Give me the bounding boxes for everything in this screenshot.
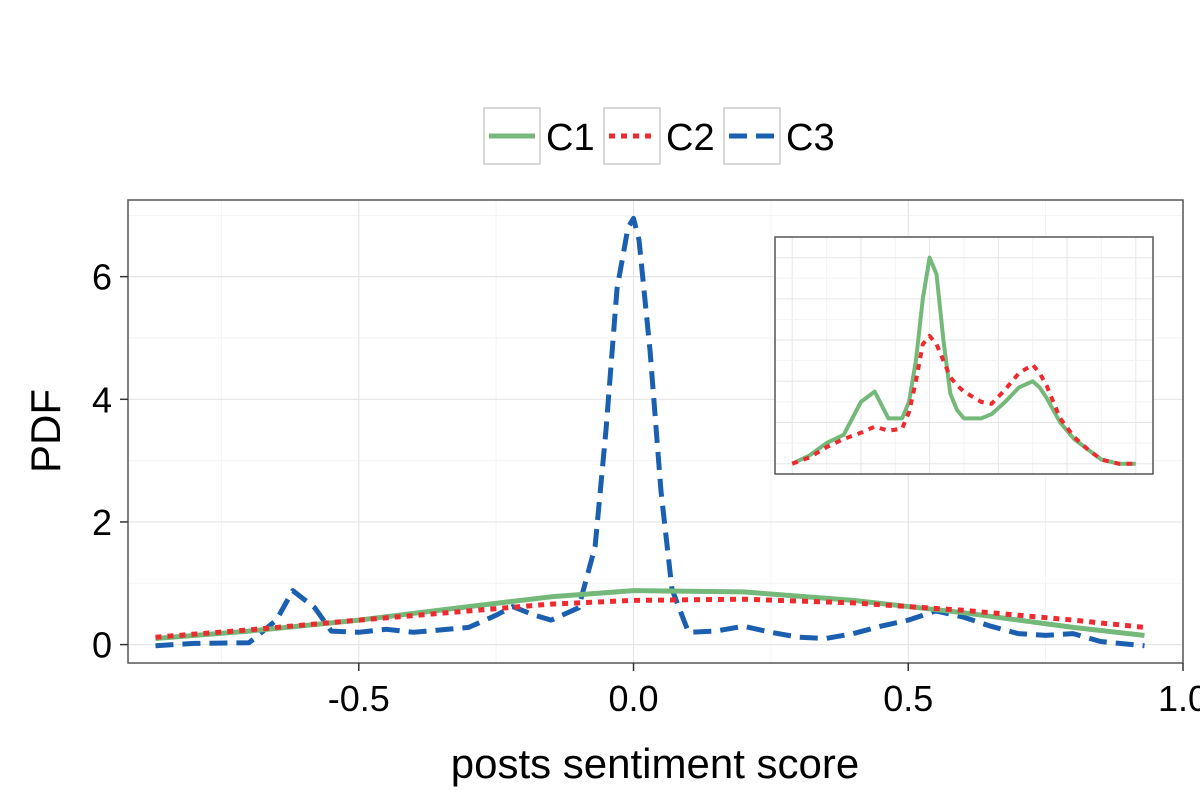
legend-label-c2: C2: [666, 117, 715, 159]
y-tick-label: 2: [92, 502, 112, 543]
plot-border: [127, 199, 1184, 664]
x-tick-label: -0.5: [328, 678, 390, 719]
inset-series-line-c1: [791, 255, 1136, 466]
main-grid: [128, 200, 1184, 663]
x-tick-label: 0.5: [883, 678, 933, 719]
series-line-c1: [155, 588, 1145, 641]
inset-series-line-c2: [791, 333, 1136, 466]
legend-label-c1: C1: [546, 117, 595, 159]
legend-item-c1: C1: [483, 107, 595, 165]
inset-series-group: [791, 255, 1136, 466]
y-axis-title: PDF: [22, 389, 69, 473]
y-tick-label: 4: [92, 379, 112, 420]
inset-plot-area: [774, 236, 1154, 475]
y-tick-label: 6: [92, 257, 112, 298]
inset-border: [774, 236, 1154, 475]
y-axis-ticks: 0 2 4 6: [92, 257, 128, 666]
legend-label-c3: C3: [786, 117, 835, 159]
legend-item-c2: C2: [603, 107, 715, 165]
main-series-group: [155, 215, 1145, 649]
legend-item-c3: C3: [723, 107, 835, 165]
x-axis-title: posts sentiment score: [451, 740, 860, 787]
x-axis-ticks: -0.5 0.0 0.5 1.0: [328, 663, 1200, 719]
y-tick-label: 0: [92, 625, 112, 666]
legend: C1 C2 C3: [483, 107, 835, 165]
x-tick-label: 1.0: [1158, 678, 1200, 719]
x-tick-label: 0.0: [608, 678, 658, 719]
